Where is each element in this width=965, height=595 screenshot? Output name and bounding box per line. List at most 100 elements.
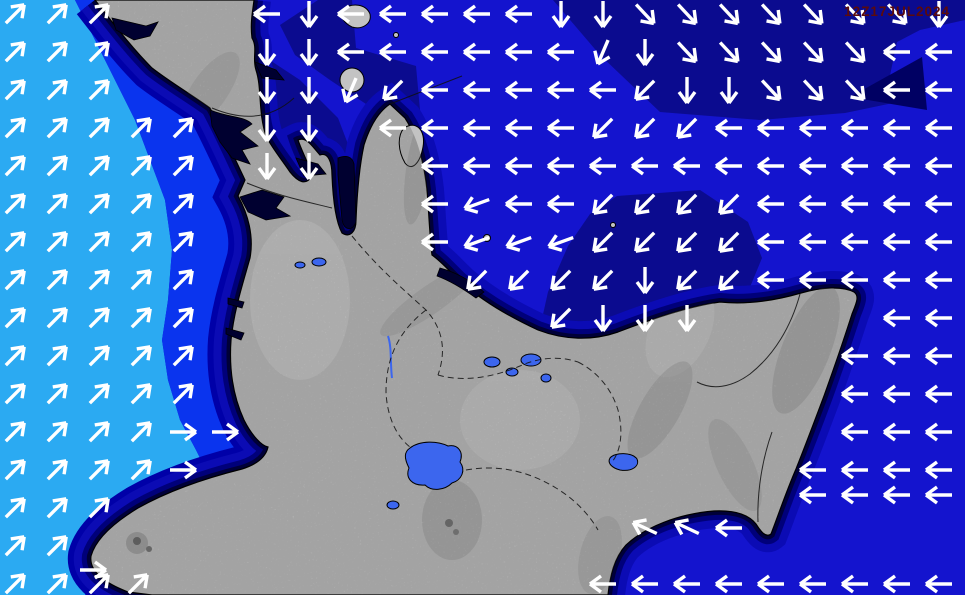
wind-arrow [130,345,152,367]
wind-arrow [844,41,866,64]
wind-arrow [547,194,574,214]
wind-arrow [550,269,572,291]
wind-arrow [4,535,26,557]
tauranga-harbour [436,267,485,299]
wind-arrow [4,497,26,519]
wind-arrow [677,77,697,104]
wind-arrow [46,535,68,557]
wind-arrow [799,270,826,290]
wind-arrow [925,194,952,214]
wind-arrow [844,79,866,102]
wind-arrow [634,117,656,139]
wind-arrow [46,155,68,177]
wind-arrow [676,231,698,253]
wind-arrow [718,193,740,215]
wind-arrow [505,118,532,138]
wind-arrow [757,574,784,594]
wind-arrow [883,460,910,480]
wind-arrow [757,118,784,138]
wind-arrow [505,4,532,24]
wind-arrow [170,460,197,480]
wind-arrow [925,42,952,62]
wind-arrow [677,305,697,332]
wind-arrow [925,485,952,505]
wind-arrow [883,118,910,138]
wind-arrow [925,422,952,442]
wind-arrow [4,3,26,25]
wind-arrow [88,573,110,595]
wind-arrow [715,118,742,138]
wind-arrow [757,194,784,214]
wind-arrow [883,42,910,62]
wind-arrow [757,270,784,290]
wind-arrow [299,1,319,28]
wind-arrow [299,115,319,142]
wind-arrow [88,459,110,481]
wind-arrow [799,574,826,594]
wind-arrow [925,156,952,176]
wind-arrow [130,269,152,291]
wind-arrow [127,573,149,595]
wind-arrow [757,156,784,176]
wind-arrow [718,41,740,64]
wind-arrow [172,345,194,367]
wind-arrow [551,1,571,28]
wind-arrow [130,155,152,177]
wind-arrow [799,460,826,480]
wind-arrow [46,573,68,595]
wind-arrow [341,77,359,104]
wind-arrow [550,307,572,329]
wind-arrow [463,234,490,252]
wind-arrow [760,41,782,64]
wind-arrow [505,156,532,176]
wind-arrow [172,307,194,329]
wind-arrow [676,193,698,215]
wind-arrow [253,4,280,24]
wind-arrow [929,1,949,28]
wind-arrow [719,77,739,104]
wind-arrow [925,270,952,290]
wind-arrow [88,3,110,25]
wind-arrow [170,422,197,442]
wind-arrow [4,269,26,291]
wind-arrow [299,77,319,104]
wind-arrow [257,115,277,142]
wind-arrow [88,231,110,253]
wind-arrow [379,4,406,24]
wind-arrow [88,155,110,177]
wind-arrow [841,232,868,252]
swell-cyan-zone [0,0,205,595]
wind-arrow [505,80,532,100]
wind-arrow [505,194,532,214]
wind-arrow [4,117,26,139]
wind-arrow [463,118,490,138]
wind-arrow [46,421,68,443]
wind-arrow [46,383,68,405]
wind-arrow [547,80,574,100]
wind-arrow [257,153,277,180]
wind-arrow [463,42,490,62]
wind-arrow [547,234,574,252]
wind-arrow [635,39,655,66]
wind-arrow [593,305,613,332]
swell-darkest-patch [850,57,927,110]
wind-arrow [4,573,26,595]
wind-arrow [673,156,700,176]
wind-arrow [718,3,740,26]
wind-arrow [676,269,698,291]
wind-arrow [676,41,698,64]
wind-arrow [88,383,110,405]
wind-arrow [4,383,26,405]
wind-arrow [760,3,782,26]
wind-arrow [382,79,404,101]
wind-arrow [46,459,68,481]
wind-arrow [844,3,866,26]
wind-arrow [925,346,952,366]
wind-arrow [676,117,698,139]
wind-arrow [799,118,826,138]
wind-arrow [4,79,26,101]
wind-arrow [46,345,68,367]
wind-arrow [925,574,952,594]
wind-arrow [547,42,574,62]
